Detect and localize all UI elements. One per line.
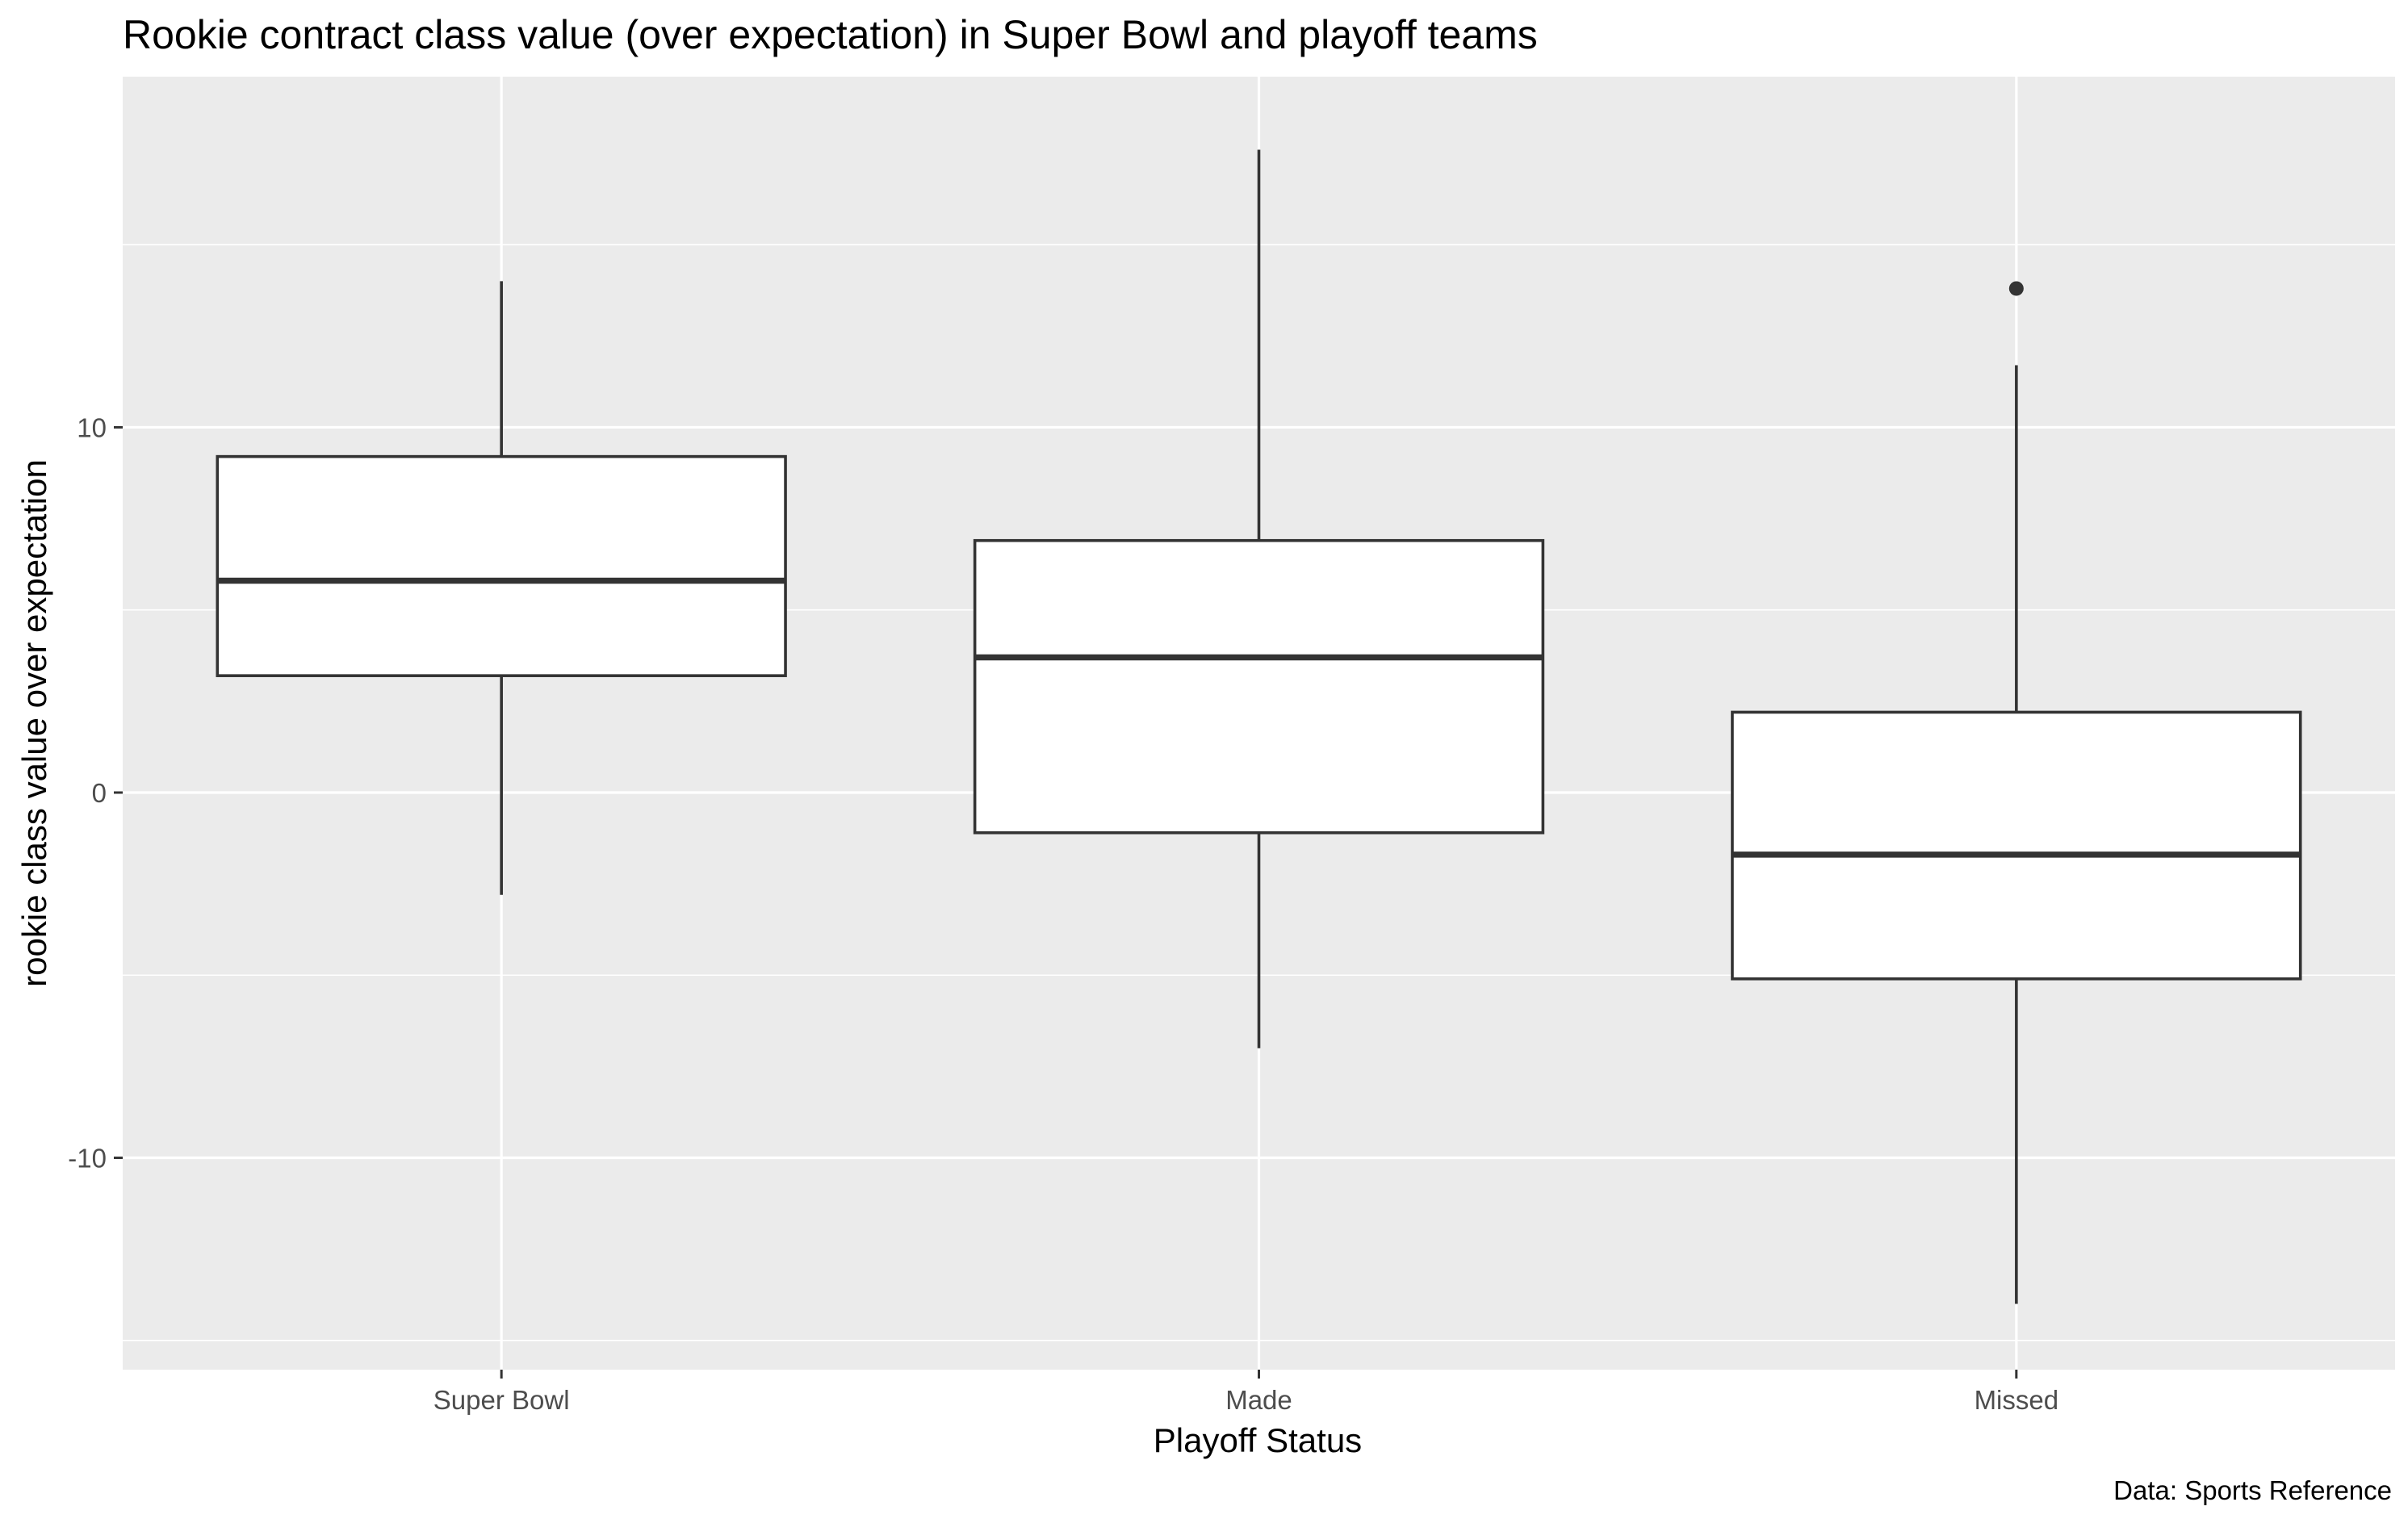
y-tick-label: 0 — [92, 778, 107, 808]
x-axis-title: Playoff Status — [1154, 1421, 1362, 1459]
iqr-box — [216, 454, 787, 677]
axes: -10 0 10 Super Bowl Made Missed — [68, 412, 2058, 1415]
box-missed — [1731, 281, 2302, 1304]
x-tick-label: Super Bowl — [433, 1385, 570, 1415]
iqr-box — [1731, 710, 2302, 981]
y-tick-label: -10 — [68, 1144, 107, 1174]
boxes — [216, 149, 2302, 1304]
y-axis-title: rookie class value over expectation — [15, 459, 53, 987]
box-super-bowl — [216, 281, 787, 895]
iqr-box — [973, 538, 1545, 835]
outlier-point — [2008, 281, 2024, 296]
data-source-caption: Data: Sports Reference — [2113, 1475, 2392, 1505]
box-made — [973, 149, 1545, 1048]
y-tick-label: 10 — [77, 412, 107, 442]
x-tick-label: Missed — [1975, 1385, 2059, 1415]
chart-title: Rookie contract class value (over expect… — [123, 12, 1538, 57]
x-tick-label: Made — [1225, 1385, 1292, 1415]
